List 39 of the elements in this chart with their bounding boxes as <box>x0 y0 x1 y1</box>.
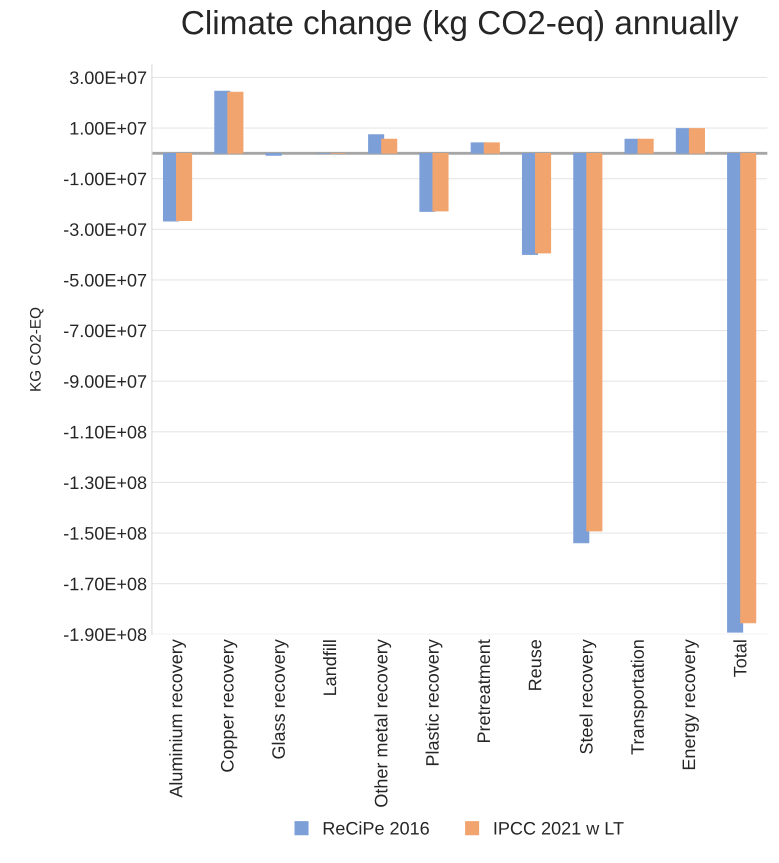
x-tick-label: Landfill <box>322 640 336 695</box>
x-tick-label: Transportation <box>630 640 648 754</box>
bar <box>484 142 500 154</box>
y-axis-title: KG CO2-EQ <box>30 308 44 391</box>
y-tick-label: 1.00E+07 <box>70 122 146 135</box>
bar <box>176 152 192 222</box>
y-tick-label: -5.00E+07 <box>64 274 146 287</box>
y-tick-label: -1.50E+08 <box>64 526 146 540</box>
bar <box>638 138 654 154</box>
y-tick-label: -1.10E+08 <box>64 426 146 439</box>
x-tick-label: Reuse <box>528 640 542 690</box>
y-tick-label: -1.30E+08 <box>64 476 146 490</box>
bar <box>432 152 449 212</box>
y-tick-label: -1.70E+08 <box>64 578 146 590</box>
legend-label: ReCiPe 2016 <box>324 821 429 835</box>
legend-label: IPCC 2021 w LT <box>494 822 624 835</box>
y-tick-label: -1.00E+07 <box>64 172 146 186</box>
x-tick-label: Copper recovery <box>220 639 238 772</box>
bar <box>740 152 756 624</box>
bar <box>688 128 705 154</box>
y-tick-label: -1.90E+08 <box>64 628 146 642</box>
bar <box>535 152 552 254</box>
x-tick-label: Steel recovery <box>579 639 596 754</box>
x-tick-label: Glass recovery <box>272 639 289 759</box>
y-tick-label: 3.00E+07 <box>70 71 146 84</box>
x-tick-label: Pretreatment <box>478 639 490 742</box>
y-tick-label: -9.00E+07 <box>64 375 146 388</box>
x-tick-label: Aluminium recovery <box>169 639 186 798</box>
bar <box>381 138 398 154</box>
x-tick-label: Other metal recovery <box>374 639 392 807</box>
x-tick-label: Energy recovery <box>682 639 699 770</box>
y-tick-label: -7.00E+07 <box>64 324 146 338</box>
x-tick-label: Total <box>733 640 747 677</box>
x-tick-label: Plastic recovery <box>426 639 442 766</box>
bar <box>586 152 602 532</box>
bar <box>227 92 244 154</box>
y-tick-label: -3.00E+07 <box>64 223 146 236</box>
chart-title: Climate change (kg CO2-eq) annually <box>182 10 738 42</box>
bar <box>266 152 282 156</box>
